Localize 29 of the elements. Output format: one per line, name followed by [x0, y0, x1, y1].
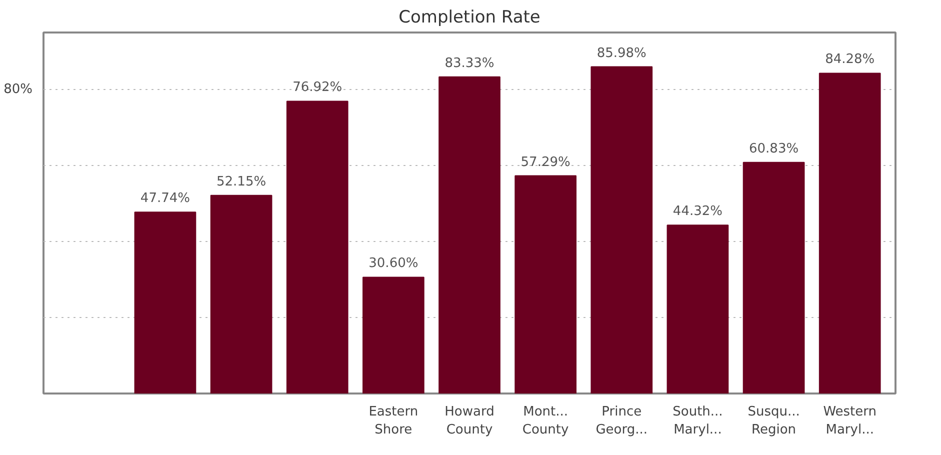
bar [286, 100, 348, 394]
bar [818, 72, 881, 394]
bar [590, 66, 653, 394]
data-label: 30.60% [368, 256, 418, 272]
bar [134, 212, 196, 394]
x-tick-label: South... Maryl... [672, 404, 723, 438]
x-tick-label: Mont... County [522, 404, 570, 438]
bar [362, 276, 424, 394]
data-label: 85.98% [596, 46, 646, 61]
x-tick-label: Eastern Shore [368, 404, 418, 438]
x-tick-label: Western Maryl... [823, 404, 877, 438]
x-tick-label: Prince Georg... [596, 404, 648, 438]
data-label: 84.28% [825, 52, 875, 68]
data-label: 47.74% [140, 191, 190, 206]
data-label: 57.29% [520, 154, 570, 170]
data-label: 52.15% [216, 174, 266, 190]
bar [742, 162, 805, 394]
chart-title: Completion Rate [398, 8, 540, 28]
bar [666, 224, 729, 394]
bar [210, 194, 272, 394]
data-label: 60.83% [749, 141, 799, 156]
data-label: 83.33% [444, 56, 494, 71]
x-tick-label: Susqu... Region [748, 404, 800, 438]
x-tick-label: Howard County [444, 404, 494, 438]
bar [438, 76, 500, 394]
data-label: 44.32% [672, 204, 723, 220]
bar [514, 175, 576, 394]
data-label: 76.92% [292, 80, 342, 96]
y-tick-label: 80% [4, 82, 33, 97]
